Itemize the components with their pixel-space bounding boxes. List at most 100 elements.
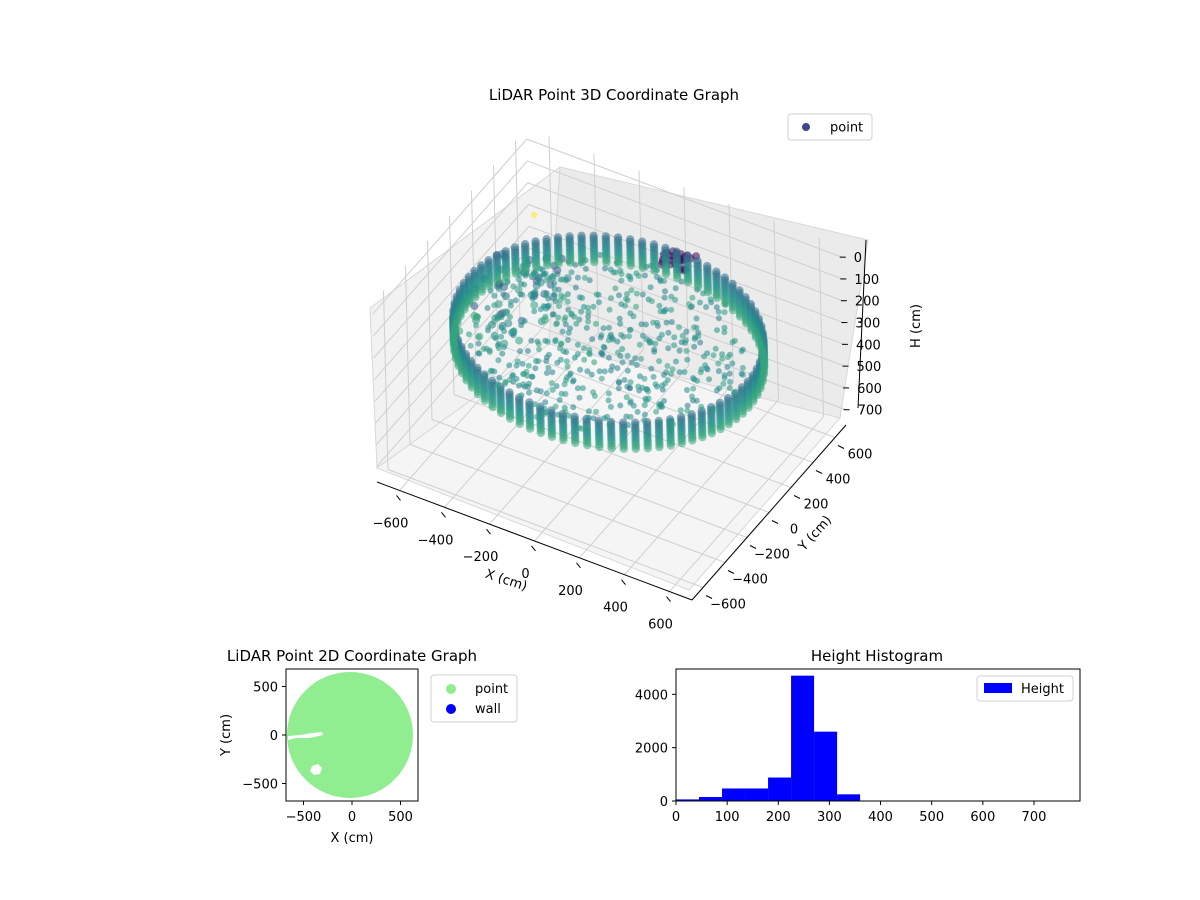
point-3d xyxy=(697,339,704,346)
x-axis-label-2d: X (cm) xyxy=(331,831,374,846)
point-3d xyxy=(541,405,548,412)
point-3d xyxy=(626,261,635,270)
x-tick-label-hist: 700 xyxy=(1022,810,1047,825)
point-3d xyxy=(639,291,646,298)
point-3d xyxy=(477,287,487,296)
point-3d xyxy=(559,435,568,445)
x-tick-label-hist: 500 xyxy=(919,810,944,825)
point-3d xyxy=(634,408,641,415)
point-3d xyxy=(639,332,646,339)
grid-line xyxy=(624,399,779,576)
point-3d xyxy=(673,273,682,283)
point-3d xyxy=(684,356,691,363)
point-3d xyxy=(519,291,526,298)
point-3d xyxy=(536,278,545,287)
point-3d xyxy=(490,331,499,340)
point-3d xyxy=(564,291,571,298)
point-3d xyxy=(506,362,513,369)
point-3d xyxy=(645,388,652,395)
point-3d xyxy=(624,367,631,374)
y-tick-3d xyxy=(727,570,735,574)
point-3d xyxy=(688,436,697,445)
point-3d xyxy=(698,403,705,410)
point-3d xyxy=(585,313,592,320)
point-3d xyxy=(600,325,607,332)
point-3d xyxy=(562,314,569,321)
point-3d xyxy=(676,324,682,331)
point-3d xyxy=(724,364,731,370)
point-3d xyxy=(633,290,640,297)
point-3d xyxy=(510,372,516,378)
point-3d xyxy=(564,298,571,305)
point-3d xyxy=(653,408,660,415)
point-3d xyxy=(531,308,538,315)
y-tick-3d xyxy=(793,495,801,499)
grid-line xyxy=(382,290,389,470)
point-3d xyxy=(690,385,697,392)
point-3d xyxy=(656,302,663,309)
point-3d xyxy=(626,327,633,333)
point-3d xyxy=(511,327,517,334)
point-3d xyxy=(606,306,613,313)
point-3d xyxy=(495,345,502,352)
point-3d xyxy=(596,368,603,375)
point-3d xyxy=(731,389,738,396)
x-tick-label-3d: −600 xyxy=(373,516,409,531)
point-3d xyxy=(552,298,559,305)
point-3d xyxy=(498,250,506,259)
point-3d xyxy=(540,270,547,277)
point-3d xyxy=(616,379,623,385)
point-3d xyxy=(739,364,746,371)
point-3d xyxy=(496,286,503,293)
point-3d xyxy=(475,332,484,341)
point-3d xyxy=(507,314,514,320)
point-3d xyxy=(517,348,523,355)
point-3d xyxy=(514,285,523,294)
legend-3d-box xyxy=(787,113,873,141)
point-3d xyxy=(577,366,584,373)
title-2d: LiDAR Point 2D Coordinate Graph xyxy=(227,647,477,665)
point-3d xyxy=(677,439,686,448)
point-3d xyxy=(548,380,555,386)
point-3d xyxy=(574,385,581,392)
point-3d xyxy=(565,306,572,313)
point-3d xyxy=(525,362,532,369)
point-3d xyxy=(506,376,513,383)
point-3d xyxy=(677,407,684,414)
point-3d xyxy=(721,375,728,381)
point-3d xyxy=(648,365,655,372)
title-hist: Height Histogram xyxy=(811,647,943,665)
point-3d xyxy=(753,390,762,400)
point-3d xyxy=(757,347,767,357)
point-3d xyxy=(518,392,525,399)
point-3d xyxy=(727,378,733,385)
point-3d xyxy=(599,350,605,357)
point-3d xyxy=(624,422,631,428)
point-3d xyxy=(605,354,612,361)
x-tick-label-3d: 0 xyxy=(521,567,529,582)
grid-line xyxy=(497,344,814,463)
point-3d xyxy=(661,308,668,315)
point-3d xyxy=(643,444,652,453)
point-3d xyxy=(523,368,530,375)
point-3d xyxy=(486,349,493,355)
point-3d xyxy=(558,340,565,347)
point-3d xyxy=(556,397,563,403)
point-3d xyxy=(638,321,645,328)
point-3d xyxy=(651,346,658,353)
point-3d xyxy=(596,299,602,306)
point-3d xyxy=(667,426,674,433)
point-3d xyxy=(653,274,660,280)
y-tick-3d xyxy=(749,545,757,549)
point-3d xyxy=(514,358,521,365)
point-3d xyxy=(738,370,745,377)
point-3d xyxy=(625,272,632,279)
point-3d xyxy=(619,444,628,453)
point-3d xyxy=(627,310,634,317)
point-3d xyxy=(663,369,670,376)
point-3d xyxy=(721,329,728,336)
point-3d xyxy=(451,354,461,363)
point-3d xyxy=(531,401,538,408)
point-3d xyxy=(488,402,497,412)
point-3d xyxy=(676,347,683,354)
